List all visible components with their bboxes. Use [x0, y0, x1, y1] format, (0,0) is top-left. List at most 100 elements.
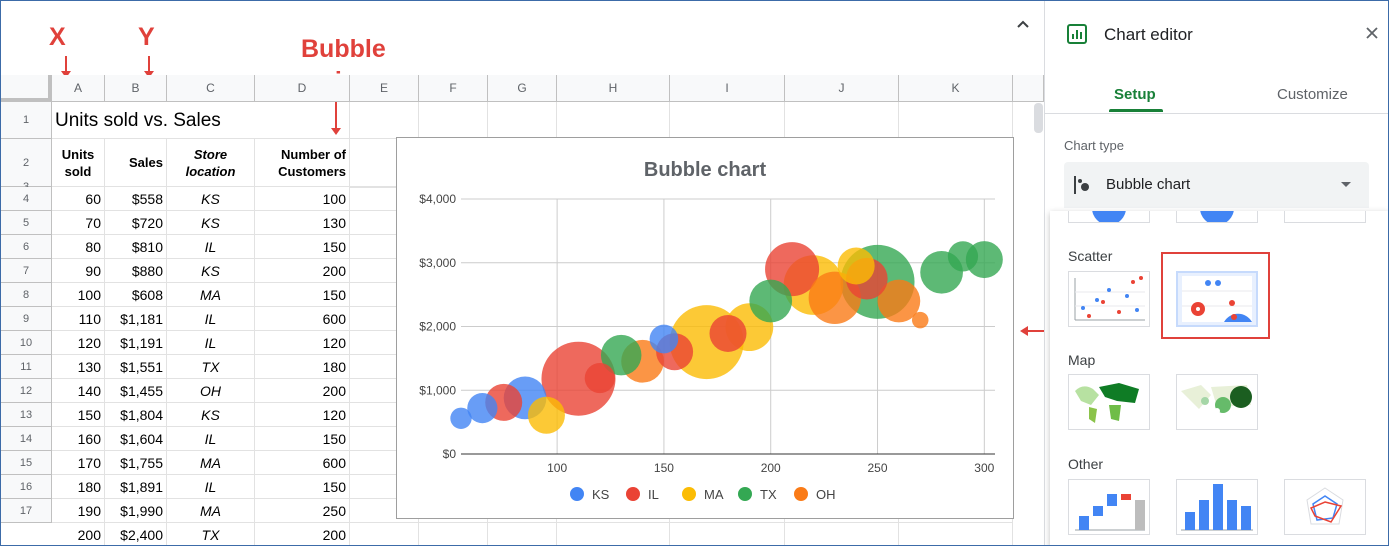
row-header-2[interactable]: 2	[1, 139, 52, 187]
column-header-g[interactable]: G	[488, 75, 557, 102]
table-cell[interactable]: 110	[52, 307, 105, 331]
table-cell[interactable]: IL	[167, 331, 255, 355]
tab-setup[interactable]: Setup	[1114, 86, 1156, 103]
table-cell[interactable]: 80	[52, 235, 105, 259]
chevron-up-icon[interactable]	[1016, 16, 1030, 34]
table-cell[interactable]: MA	[167, 283, 255, 307]
chart-thumb-waterfall[interactable]	[1068, 479, 1150, 535]
empty-cell[interactable]	[785, 523, 899, 545]
chart-thumb-geo-markers[interactable]	[1176, 374, 1258, 430]
title-cell[interactable]: Units sold vs. Sales	[52, 102, 350, 139]
table-cell[interactable]: 200	[255, 259, 350, 283]
table-cell[interactable]: $1,990	[105, 499, 167, 523]
table-cell[interactable]: 120	[255, 403, 350, 427]
table-cell[interactable]: 200	[255, 523, 350, 545]
row-header-14[interactable]: 14	[1, 427, 52, 451]
table-cell[interactable]: 70	[52, 211, 105, 235]
row-header-16[interactable]: 16	[1, 475, 52, 499]
table-cell[interactable]: 170	[52, 451, 105, 475]
chart-thumb-bubble-selected[interactable]	[1176, 271, 1258, 327]
column-header-k[interactable]: K	[899, 75, 1013, 102]
row-header-8[interactable]: 8	[1, 283, 52, 307]
empty-cell[interactable]	[670, 102, 785, 139]
row-header-6[interactable]: 6	[1, 235, 52, 259]
vertical-scrollbar[interactable]	[1034, 103, 1043, 133]
column-header-j[interactable]: J	[785, 75, 899, 102]
table-cell[interactable]: 140	[52, 379, 105, 403]
column-header-i[interactable]: I	[670, 75, 785, 102]
row-header-15[interactable]: 15	[1, 451, 52, 475]
row-header-11[interactable]: 11	[1, 355, 52, 379]
table-cell[interactable]: $1,891	[105, 475, 167, 499]
table-cell[interactable]: 120	[52, 331, 105, 355]
table-cell[interactable]: $720	[105, 211, 167, 235]
table-cell[interactable]: OH	[167, 379, 255, 403]
row-header-7[interactable]: 7	[1, 259, 52, 283]
table-cell[interactable]: 60	[52, 187, 105, 211]
select-all-corner[interactable]	[1, 75, 52, 102]
empty-cell[interactable]	[670, 523, 785, 545]
table-cell[interactable]: 190	[52, 499, 105, 523]
table-cell[interactable]: KS	[167, 187, 255, 211]
chart-thumb-radar[interactable]	[1284, 479, 1366, 535]
table-cell[interactable]: $1,181	[105, 307, 167, 331]
chart-thumb-scatter[interactable]	[1068, 271, 1150, 327]
chart-thumb-geo[interactable]	[1068, 374, 1150, 430]
table-cell[interactable]: 90	[52, 259, 105, 283]
table-cell[interactable]: 100	[255, 187, 350, 211]
table-cell[interactable]: 250	[255, 499, 350, 523]
table-cell[interactable]: 600	[255, 307, 350, 331]
table-cell[interactable]: 180	[52, 475, 105, 499]
header-sales[interactable]: Sales	[105, 139, 167, 187]
column-header-d[interactable]: D	[255, 75, 350, 102]
table-cell[interactable]: TX	[167, 355, 255, 379]
table-cell[interactable]: IL	[167, 475, 255, 499]
table-cell[interactable]: $608	[105, 283, 167, 307]
table-cell[interactable]: TX	[167, 523, 255, 545]
empty-cell[interactable]	[488, 523, 557, 545]
header-units-sold[interactable]: Units sold	[52, 139, 105, 187]
row-header-5[interactable]: 5	[1, 211, 52, 235]
bubble-chart[interactable]: Bubble chart $0 $1,000 $2,000 $3,000 $4,000 10…	[396, 137, 1014, 519]
chart-thumb-3d-pie[interactable]	[1284, 211, 1366, 223]
table-cell[interactable]: IL	[167, 427, 255, 451]
table-cell[interactable]: $1,755	[105, 451, 167, 475]
table-cell[interactable]: $1,804	[105, 403, 167, 427]
empty-cell[interactable]	[419, 523, 488, 545]
table-cell[interactable]: 150	[255, 475, 350, 499]
header-number-of-customers[interactable]: Number of Customers	[255, 139, 350, 187]
table-cell[interactable]: 600	[255, 451, 350, 475]
row-header-4[interactable]: 4	[1, 187, 52, 211]
header-store-location[interactable]: Store location	[167, 139, 255, 187]
empty-cell[interactable]	[899, 523, 1013, 545]
row-header-12[interactable]: 12	[1, 379, 52, 403]
table-cell[interactable]: $1,551	[105, 355, 167, 379]
table-cell[interactable]: 160	[52, 427, 105, 451]
table-cell[interactable]: IL	[167, 307, 255, 331]
close-icon[interactable]	[1365, 23, 1379, 46]
table-cell[interactable]: 130	[255, 211, 350, 235]
table-cell[interactable]: 150	[255, 283, 350, 307]
table-cell[interactable]: $1,191	[105, 331, 167, 355]
chart-thumb-pie[interactable]	[1068, 211, 1150, 223]
table-cell[interactable]: $558	[105, 187, 167, 211]
table-cell[interactable]: 200	[52, 523, 105, 545]
table-cell[interactable]: IL	[167, 235, 255, 259]
table-cell[interactable]: $810	[105, 235, 167, 259]
empty-cell[interactable]	[350, 523, 419, 545]
chart-thumb-histogram[interactable]	[1176, 479, 1258, 535]
empty-cell[interactable]	[488, 102, 557, 139]
table-cell[interactable]: 100	[52, 283, 105, 307]
row-header-13[interactable]: 13	[1, 403, 52, 427]
table-cell[interactable]: 150	[52, 403, 105, 427]
empty-cell[interactable]	[899, 102, 1013, 139]
table-cell[interactable]: 130	[52, 355, 105, 379]
empty-cell[interactable]	[557, 102, 670, 139]
column-header-a[interactable]: A	[52, 75, 105, 102]
table-cell[interactable]: 150	[255, 427, 350, 451]
table-cell[interactable]: 150	[255, 235, 350, 259]
column-header-c[interactable]: C	[167, 75, 255, 102]
table-cell[interactable]: $880	[105, 259, 167, 283]
table-cell[interactable]: KS	[167, 259, 255, 283]
table-cell[interactable]: 120	[255, 331, 350, 355]
